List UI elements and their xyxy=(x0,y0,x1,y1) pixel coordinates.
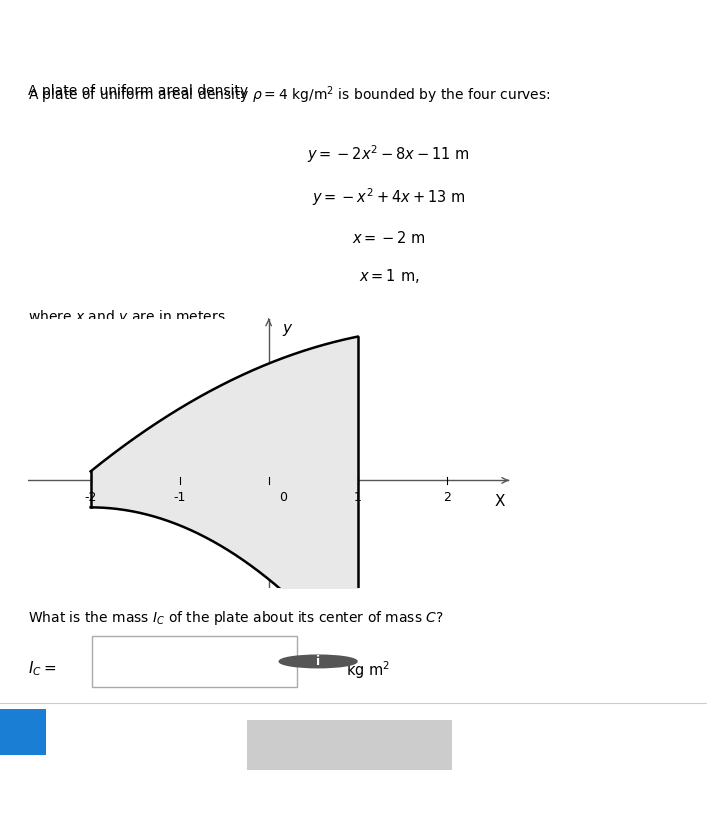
Text: $x = -2\ \mathrm{m}$: $x = -2\ \mathrm{m}$ xyxy=(352,230,426,246)
Text: -2: -2 xyxy=(84,491,97,504)
FancyBboxPatch shape xyxy=(247,720,452,770)
Text: 1: 1 xyxy=(354,491,361,504)
Text: Question 12: Moment of inertia about the center of an algebraic shape: Question 12: Moment of inertia about the… xyxy=(14,19,624,34)
Text: A plate of uniform areal density $\rho = 4\ \mathrm{kg/m^2}$ is bounded by the f: A plate of uniform areal density $\rho =… xyxy=(28,84,551,105)
Text: What is the mass $I_C$ of the plate about its center of mass $C$?: What is the mass $I_C$ of the plate abou… xyxy=(28,609,444,627)
Text: X: X xyxy=(494,493,505,509)
Text: kg m$^2$: kg m$^2$ xyxy=(346,659,391,681)
Text: $y = -x^2 + 4x + 13\ \mathrm{m}$: $y = -x^2 + 4x + 13\ \mathrm{m}$ xyxy=(312,186,466,208)
Text: i: i xyxy=(316,655,320,668)
Text: 2: 2 xyxy=(443,491,450,504)
FancyBboxPatch shape xyxy=(0,709,46,755)
Text: $x = 1\ \mathrm{m},$: $x = 1\ \mathrm{m},$ xyxy=(358,267,419,285)
Text: 0: 0 xyxy=(279,491,287,504)
Text: $y = -2x^2 - 8x - 11\ \mathrm{m}$: $y = -2x^2 - 8x - 11\ \mathrm{m}$ xyxy=(308,144,470,165)
Text: -1: -1 xyxy=(173,491,186,504)
FancyBboxPatch shape xyxy=(647,0,707,53)
Text: A plate of uniform areal density: A plate of uniform areal density xyxy=(28,84,253,98)
Text: $I_C =$: $I_C =$ xyxy=(28,659,57,678)
Text: y: y xyxy=(282,321,291,337)
Circle shape xyxy=(279,655,357,667)
FancyBboxPatch shape xyxy=(92,636,297,686)
Text: where $x$ and $y$ are in meters.: where $x$ and $y$ are in meters. xyxy=(28,308,229,326)
